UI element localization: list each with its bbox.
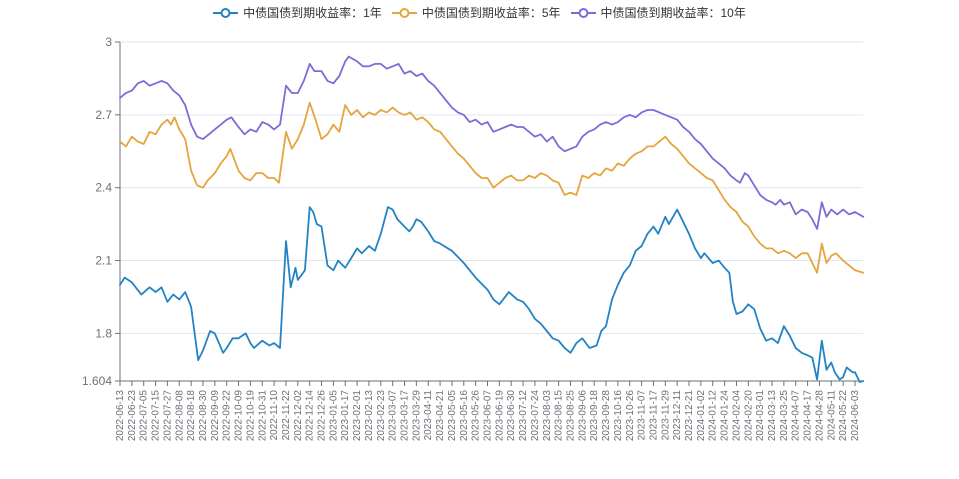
legend-label: 中债国债到期收益率：10年 — [600, 6, 746, 20]
x-axis-label: 2024-03-13 — [767, 390, 778, 442]
x-axis-label: 2023-10-16 — [613, 390, 624, 442]
x-axis-label: 2024-04-07 — [791, 390, 802, 442]
y-axis-label: 3 — [105, 35, 112, 49]
legend-item-1[interactable]: 中债国债到期收益率：1年 — [213, 6, 382, 20]
x-axis-label: 2024-02-20 — [743, 390, 754, 442]
y-axis-label: 1.604 — [82, 374, 112, 388]
x-axis-label: 2022-10-31 — [257, 390, 268, 442]
x-axis-label: 2023-05-26 — [471, 390, 482, 442]
x-axis-label: 2024-03-01 — [755, 390, 766, 442]
x-axis-label: 2022-12-26 — [317, 390, 328, 442]
x-axis-label: 2023-03-29 — [411, 390, 422, 442]
x-axis-label: 2024-04-17 — [803, 390, 814, 442]
x-axis-label: 2023-09-28 — [601, 390, 612, 442]
x-axis-label: 2024-01-24 — [720, 390, 731, 442]
series-line-1 — [119, 206, 865, 383]
x-axis-label: 2023-03-17 — [400, 390, 411, 442]
x-axis-label: 2023-10-26 — [625, 390, 636, 442]
line-circle-icon — [570, 8, 596, 18]
y-axis-label: 2.4 — [95, 181, 112, 195]
x-axis-label: 2023-09-18 — [589, 390, 600, 442]
x-axis-label: 2024-01-12 — [708, 390, 719, 442]
x-axis-label: 2023-12-21 — [684, 390, 695, 442]
x-axis-label: 2024-03-25 — [779, 390, 790, 442]
x-axis-label: 2024-05-22 — [838, 390, 849, 442]
x-axis-label: 2022-06-23 — [127, 390, 138, 442]
x-axis-label: 2022-08-18 — [186, 390, 197, 442]
y-axis-label: 1.8 — [95, 326, 112, 340]
x-axis-label: 2024-05-11 — [826, 390, 837, 441]
x-axis-label: 2023-05-05 — [447, 390, 458, 442]
x-axis-label: 2024-01-02 — [696, 390, 707, 442]
x-axis-label: 2023-03-07 — [388, 390, 399, 442]
line-circle-icon — [391, 8, 417, 18]
series-line-2 — [119, 101, 865, 274]
x-axis-label: 2023-02-13 — [364, 390, 375, 442]
x-axis-label: 2023-01-05 — [328, 390, 339, 442]
x-axis-label: 2022-11-10 — [269, 390, 280, 441]
x-axis-label: 2022-10-19 — [245, 390, 256, 442]
x-axis-label: 2023-08-15 — [554, 390, 565, 442]
x-axis-label: 2024-06-03 — [850, 390, 861, 442]
x-axis-label: 2023-07-24 — [530, 390, 541, 442]
x-axis-label: 2023-07-12 — [518, 390, 529, 442]
x-axis-label: 2023-12-11 — [672, 390, 683, 441]
x-axis-label: 2023-04-21 — [435, 390, 446, 442]
x-axis-label: 2023-05-16 — [459, 390, 470, 442]
legend-item-3[interactable]: 中债国债到期收益率：10年 — [570, 6, 746, 20]
x-axis-label: 2023-11-17 — [648, 390, 659, 441]
series-line-3 — [119, 55, 865, 230]
x-axis-label: 2023-09-06 — [577, 390, 588, 442]
x-axis-label: 2024-04-28 — [814, 390, 825, 442]
x-axis-label: 2022-11-22 — [281, 390, 292, 441]
x-axis-label: 2022-08-30 — [198, 390, 209, 442]
y-axis-label: 2.1 — [95, 254, 112, 268]
x-axis-label: 2024-02-04 — [731, 390, 742, 442]
legend-item-2[interactable]: 中债国债到期收益率：5年 — [391, 6, 561, 20]
x-axis-label: 2023-11-07 — [637, 390, 648, 441]
x-axis-label: 2023-02-23 — [376, 390, 387, 442]
x-axis-label: 2023-06-19 — [494, 390, 505, 442]
x-axis-label: 2023-11-29 — [660, 390, 671, 441]
legend-label: 中债国债到期收益率：5年 — [421, 6, 561, 20]
x-axis-label: 2022-07-27 — [162, 390, 173, 442]
x-axis-label: 2022-09-09 — [210, 390, 221, 442]
x-axis-label: 2022-09-22 — [222, 390, 233, 442]
legend-label: 中债国债到期收益率：1年 — [243, 6, 382, 20]
x-axis-label: 2022-08-08 — [174, 390, 185, 442]
x-axis-label: 2023-06-30 — [506, 390, 517, 442]
x-axis-label: 2022-06-13 — [115, 390, 126, 442]
x-axis-label: 2022-07-15 — [151, 390, 162, 442]
x-axis-label: 2023-06-07 — [483, 390, 494, 442]
x-axis-label: 2023-02-01 — [352, 390, 363, 442]
x-axis-label: 2022-07-05 — [139, 390, 150, 442]
x-axis-label: 2023-04-11 — [423, 390, 434, 441]
y-axis-label: 2.7 — [95, 108, 112, 122]
x-axis-label: 2023-08-03 — [542, 390, 553, 442]
x-axis-label: 2023-08-25 — [565, 390, 576, 442]
line-circle-icon — [213, 8, 239, 18]
x-axis-label: 2022-10-09 — [234, 390, 245, 442]
x-axis-label: 2023-01-17 — [340, 390, 351, 442]
x-axis-label: 2022-12-14 — [305, 390, 316, 442]
x-axis-label: 2022-12-02 — [293, 390, 304, 442]
chart-legend: 中债国债到期收益率：1年 中债国债到期收益率：5年 中债国债到期收益率：10年 — [0, 6, 959, 20]
